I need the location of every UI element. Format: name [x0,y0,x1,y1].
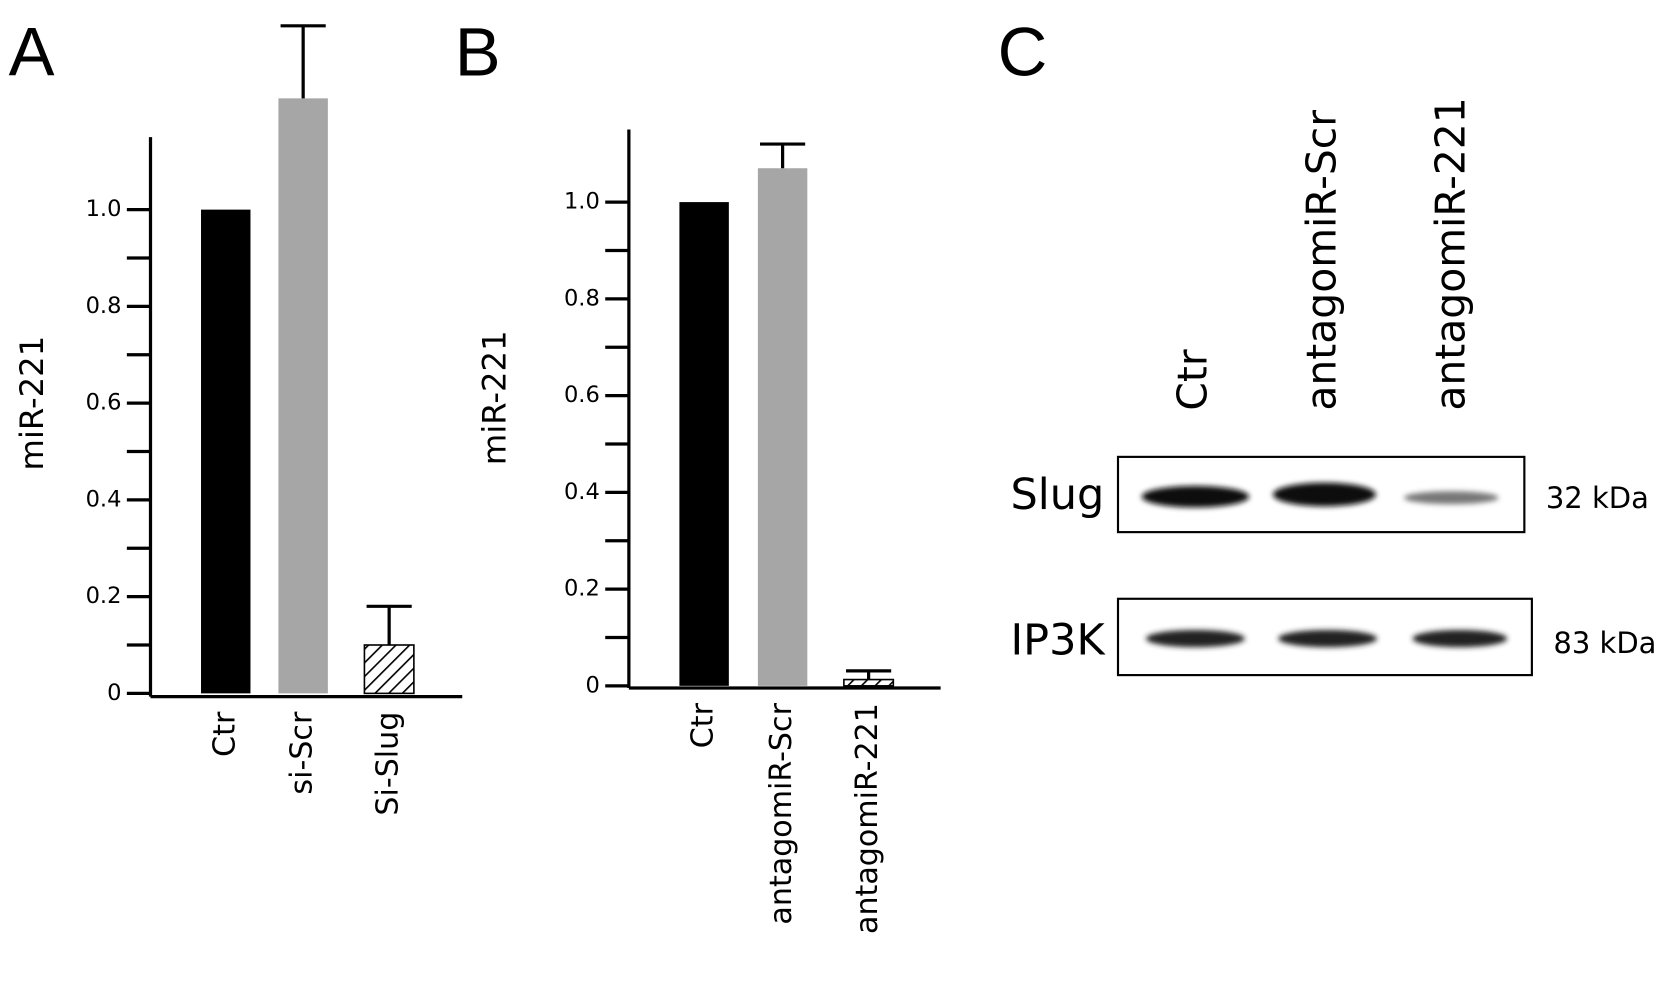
bar [679,202,729,686]
band [1141,485,1250,508]
band [1145,629,1245,648]
y-axis-label: miR-221 [475,330,513,465]
y-tick-label: 1.0 [564,189,600,215]
western-blot: Slug 32 kDa IP3K 83 kDa Ctr antagomiR-Sc… [1011,97,1656,677]
panel-label: B [455,13,501,90]
y-tick-label: 0.2 [564,576,600,602]
x-tick-label: Ctr [207,711,242,757]
y-tick-label: 1.0 [86,196,122,222]
band [1278,629,1378,648]
blot-size: 83 kDa [1553,626,1656,660]
bar [201,209,251,694]
x-tick-label: Ctr [686,702,721,748]
lane-label: antagomiR-221 [1426,97,1474,410]
y-tick-label: 0.8 [86,293,122,319]
y-tick-label: 0.6 [564,382,600,408]
bar [757,168,808,686]
bar [278,98,328,694]
y-tick-label: 0 [585,672,599,698]
blot-size: 32 kDa [1546,481,1649,515]
bar [843,678,895,687]
blot-row-label: Slug [1011,470,1105,520]
lane-label: antagomiR-Scr [1297,110,1345,411]
band [1403,491,1499,505]
y-tick-label: 0.2 [86,583,122,609]
y-tick-label: 0.8 [564,285,600,311]
band [1412,629,1508,648]
x-tick-label: antagomiR-Scr [764,702,799,924]
panel-label: C [998,13,1048,90]
x-tick-label: antagomiR-221 [850,703,885,934]
panel-label: A [9,13,55,90]
blot-frame [1116,455,1526,534]
bar [363,644,415,695]
y-axis-label: miR-221 [13,336,51,471]
band [1272,482,1376,507]
blot-row-label: IP3K [1011,615,1107,665]
y-tick-label: 0.6 [86,390,122,416]
y-tick-label: 0 [107,680,121,706]
lane-label: Ctr [1168,349,1216,411]
x-tick-label: Si-Slug [371,712,406,816]
y-tick-label: 0.4 [86,486,122,512]
x-tick-label: si-Scr [285,711,320,795]
y-tick-label: 0.4 [564,479,600,505]
blot-frame [1116,597,1533,677]
